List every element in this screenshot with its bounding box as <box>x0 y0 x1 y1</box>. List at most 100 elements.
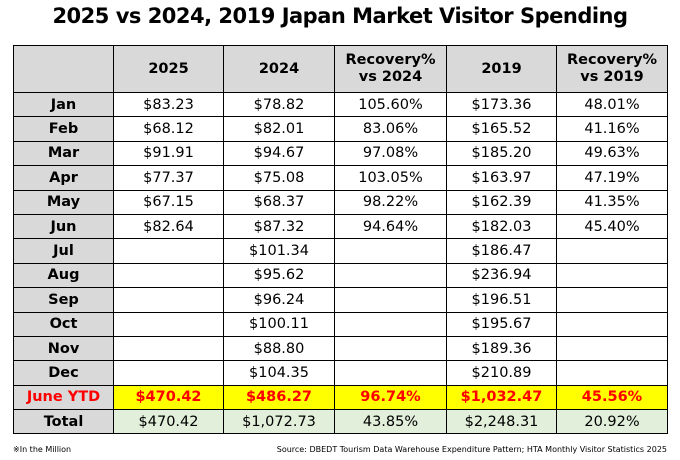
table-cell <box>113 335 224 362</box>
spending-table: 2025 2024 Recovery% vs 2024 2019 Recovery… <box>13 45 668 435</box>
table-row: Mar $91.91 $94.67 97.08% $185.20 49.63% <box>13 140 668 167</box>
table-cell <box>113 262 224 289</box>
table-row: Jul $101.34 $186.47 <box>13 238 668 264</box>
table-cell <box>113 238 224 264</box>
table-cell <box>556 335 668 362</box>
table-cell: $486.27 <box>223 384 335 411</box>
table-cell: 97.08% <box>334 140 447 167</box>
table-cell <box>334 238 447 264</box>
source-note: Source: DBEDT Tourism Data Warehouse Exp… <box>276 445 667 454</box>
table-cell: $185.20 <box>446 140 557 167</box>
column-header: Recovery% vs 2019 <box>556 45 668 93</box>
table-cell: $101.34 <box>223 238 335 264</box>
table-cell: $210.89 <box>446 360 557 386</box>
table-cell: $182.03 <box>446 213 557 240</box>
table-cell: $1,072.73 <box>223 409 335 435</box>
table-cell <box>334 287 447 313</box>
total-row: Total $470.42 $1,072.73 43.85% $2,248.31 20.9… <box>13 409 668 435</box>
table-cell: 83.06% <box>334 116 447 142</box>
table-row: Jan $83.23 $78.82 105.60% $173.36 48.01% <box>13 91 668 118</box>
table-cell: $236.94 <box>446 262 557 289</box>
table-cell: $91.91 <box>113 140 224 167</box>
table-cell: $165.52 <box>446 116 557 142</box>
table-cell: 47.19% <box>556 165 668 191</box>
column-header: Recovery% vs 2024 <box>334 45 447 93</box>
table-cell <box>556 287 668 313</box>
table-cell: $78.82 <box>223 91 335 118</box>
table-row: Aug $95.62 $236.94 <box>13 262 668 289</box>
table-cell: 41.16% <box>556 116 668 142</box>
table-cell: $83.23 <box>113 91 224 118</box>
column-header: 2024 <box>223 45 335 93</box>
row-label: Jan <box>13 91 114 118</box>
table-cell: $82.64 <box>113 213 224 240</box>
table-row: Jun $82.64 $87.32 94.64% $182.03 45.40% <box>13 213 668 240</box>
table-cell: $196.51 <box>446 287 557 313</box>
table-cell: 20.92% <box>556 409 668 435</box>
table-cell: $77.37 <box>113 165 224 191</box>
row-label: Jun <box>13 213 114 240</box>
row-label: Aug <box>13 262 114 289</box>
ytd-row: June YTD $470.42 $486.27 96.74% $1,032.47 45.… <box>13 384 668 411</box>
table-cell: $163.97 <box>446 165 557 191</box>
table-cell <box>334 311 447 337</box>
footnote: ※In the Million <box>13 445 72 454</box>
table-row: May $67.15 $68.37 98.22% $162.39 41.35% <box>13 189 668 215</box>
table-row: Apr $77.37 $75.08 103.05% $163.97 47.19% <box>13 165 668 191</box>
column-header: 2025 <box>113 45 224 93</box>
table-cell <box>556 360 668 386</box>
table-cell <box>334 262 447 289</box>
table-cell: 94.64% <box>334 213 447 240</box>
table-cell <box>113 287 224 313</box>
row-label: Feb <box>13 116 114 142</box>
table-cell: $68.37 <box>223 189 335 215</box>
table-cell: 96.74% <box>334 384 447 411</box>
table-cell: $173.36 <box>446 91 557 118</box>
table-cell: $68.12 <box>113 116 224 142</box>
table-cell: 103.05% <box>334 165 447 191</box>
table-cell: $87.32 <box>223 213 335 240</box>
table-cell <box>113 360 224 386</box>
row-label: June YTD <box>13 384 114 411</box>
table-cell: $82.01 <box>223 116 335 142</box>
table-cell: 45.40% <box>556 213 668 240</box>
table-cell: $470.42 <box>113 409 224 435</box>
table-cell: 105.60% <box>334 91 447 118</box>
table-cell: $104.35 <box>223 360 335 386</box>
page-title: 2025 vs 2024, 2019 Japan Market Visitor … <box>52 4 628 28</box>
table-row: Dec $104.35 $210.89 <box>13 360 668 386</box>
table-cell: 49.63% <box>556 140 668 167</box>
column-header: 2019 <box>446 45 557 93</box>
table-cell: $195.67 <box>446 311 557 337</box>
table-cell: $2,248.31 <box>446 409 557 435</box>
table-cell <box>556 238 668 264</box>
corner-cell <box>13 45 114 93</box>
table-cell: 98.22% <box>334 189 447 215</box>
row-label: Total <box>13 409 114 435</box>
row-label: Sep <box>13 287 114 313</box>
table-cell: 41.35% <box>556 189 668 215</box>
table-row: Sep $96.24 $196.51 <box>13 287 668 313</box>
table-cell: $94.67 <box>223 140 335 167</box>
table-cell <box>334 335 447 362</box>
table-row: Oct $100.11 $195.67 <box>13 311 668 337</box>
table-cell: 48.01% <box>556 91 668 118</box>
table-cell: $100.11 <box>223 311 335 337</box>
table-row: Nov $88.80 $189.36 <box>13 335 668 362</box>
table-cell: $1,032.47 <box>446 384 557 411</box>
table-cell <box>556 262 668 289</box>
table-cell: $189.36 <box>446 335 557 362</box>
table-cell: $470.42 <box>113 384 224 411</box>
row-label: May <box>13 189 114 215</box>
table-cell <box>113 311 224 337</box>
row-label: Dec <box>13 360 114 386</box>
row-label: Jul <box>13 238 114 264</box>
table-cell: 45.56% <box>556 384 668 411</box>
table-cell: $186.47 <box>446 238 557 264</box>
table-cell <box>334 360 447 386</box>
table-row: Feb $68.12 $82.01 83.06% $165.52 41.16% <box>13 116 668 142</box>
table-cell: $96.24 <box>223 287 335 313</box>
table-cell: $95.62 <box>223 262 335 289</box>
row-label: Apr <box>13 165 114 191</box>
row-label: Mar <box>13 140 114 167</box>
